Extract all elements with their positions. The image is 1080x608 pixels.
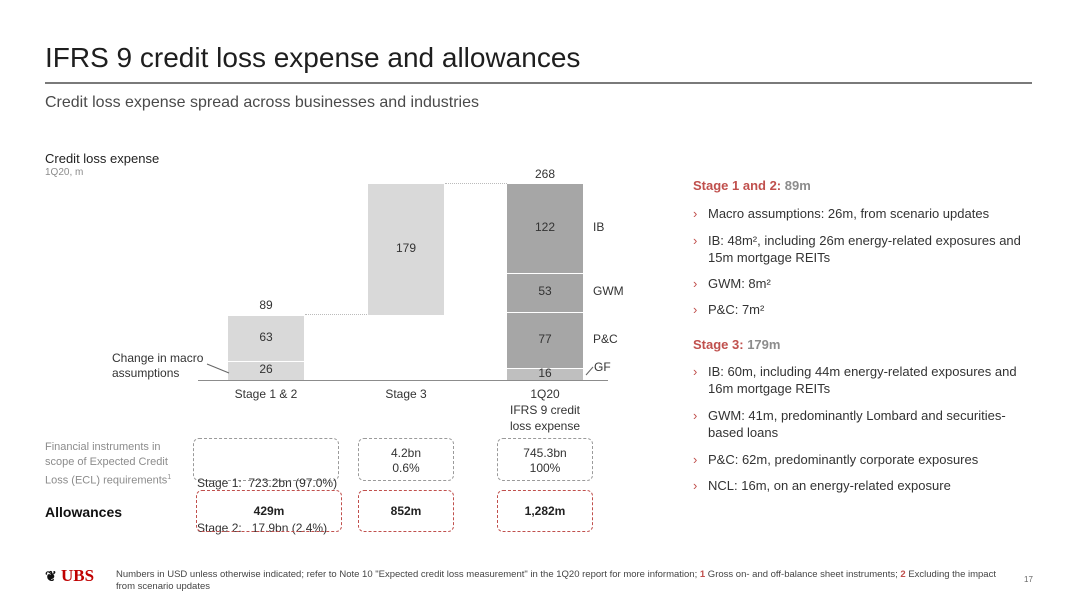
category-label-total-line2: IFRS 9 credit — [509, 403, 581, 417]
bar-value-label: 26 — [259, 362, 273, 377]
stage12-bullet-2: › IB: 48m², including 26m energy-related … — [693, 232, 1023, 266]
instruments-box-stage3: 4.2bn 0.6% — [358, 438, 454, 481]
footnote-text-2: Gross on- and off-balance sheet instrume… — [705, 569, 901, 580]
ubs-logo: ❦ UBS — [45, 566, 94, 586]
stage12-heading: Stage 1 and 2: 89m — [693, 178, 811, 193]
instruments-stage1: Stage 1: 723.2bn (97.0%) — [197, 476, 338, 490]
stage3-bullet-1: › IB: 60m, including 44m energy-related e… — [693, 363, 1023, 397]
bullet-text: IB: 48m², including 26m energy-related e… — [708, 233, 1021, 265]
connector-line-1 — [305, 314, 367, 315]
footnote: Numbers in USD unless otherwise indicate… — [116, 569, 1011, 593]
category-label-stage12: Stage 1 & 2 — [234, 387, 298, 401]
bullet-text: P&C: 62m, predominantly corporate exposu… — [708, 452, 979, 467]
instruments-label: Financial instruments in scope of Expect… — [45, 440, 185, 489]
bar-stage3 — [368, 183, 444, 315]
stage12-heading-label: Stage 1 and 2: — [693, 178, 782, 193]
chart-units: 1Q20, m — [45, 167, 84, 178]
connector-line-2 — [445, 183, 507, 184]
bar-value-label: 53 — [538, 284, 552, 299]
bullet-text: GWM: 8m² — [708, 276, 771, 291]
chevron-icon: › — [693, 206, 698, 221]
footnote-num-2: 2 — [900, 569, 906, 580]
stage12-heading-amount: 89m — [781, 178, 811, 193]
page-number: 17 — [1024, 575, 1033, 584]
stage12-total-label: 89 — [259, 298, 273, 312]
category-label-total-line3: loss expense — [509, 419, 581, 433]
change-macro-pointer — [206, 363, 230, 374]
chevron-icon: › — [693, 452, 698, 467]
bullet-text: GWM: 41m, predominantly Lombard and secu… — [708, 408, 1006, 440]
stage3-bullet-4: › NCL: 16m, on an energy-related exposure — [693, 477, 1023, 494]
stage12-bullet-4: › P&C: 7m² — [693, 301, 1023, 318]
footnote-text-3: Excluding the impact from scenario updat… — [116, 569, 996, 592]
chart-title: Credit loss expense — [45, 151, 160, 166]
bar-total-seg-ib — [507, 183, 583, 273]
footnote-marker: 1 — [167, 474, 172, 481]
bar-stage12-seg-2 — [228, 314, 304, 361]
page-subtitle: Credit loss expense spread across busine… — [45, 94, 480, 111]
footnote-num-1: 1 — [699, 569, 706, 580]
business-label-pc: P&C — [593, 331, 618, 346]
title-divider — [45, 82, 1032, 84]
stage3-heading-amount: 179m — [743, 337, 781, 352]
instruments-box-total: 745.3bn 100% — [497, 438, 593, 481]
stage3-bullet-3: › P&C: 62m, predominantly corporate expos… — [693, 451, 1023, 468]
instruments-stage3-pct: 0.6% — [392, 461, 420, 475]
chevron-icon: › — [693, 276, 698, 291]
page-title: IFRS 9 credit loss expense and allowance… — [45, 42, 581, 73]
stage12-bullet-1: › Macro assumptions: 26m, from scenario u… — [693, 205, 1023, 222]
chevron-icon: › — [693, 478, 698, 493]
instruments-label-line1: Financial instruments in — [45, 441, 161, 453]
category-label-stage3: Stage 3 — [385, 387, 427, 401]
bar-total-seg-gwm — [507, 272, 583, 312]
bar-value-label: 122 — [534, 219, 556, 234]
chevron-icon: › — [693, 233, 698, 248]
bullet-text: IB: 60m, including 44m energy-related ex… — [708, 364, 1017, 396]
stage3-heading: Stage 3: 179m — [693, 337, 780, 352]
chevron-icon: › — [693, 302, 698, 317]
allowances-label: Allowances — [45, 504, 123, 520]
chevron-icon: › — [693, 408, 698, 423]
change-macro-label: Change in macro assumptions — [112, 351, 203, 381]
instruments-total-amount: 745.3bn — [523, 446, 567, 460]
gf-pointer — [585, 366, 594, 376]
bar-total-seg-gf — [507, 368, 583, 380]
change-macro-line1: Change in macro — [112, 351, 204, 365]
allowances-total: 1,282m — [497, 490, 593, 532]
chevron-icon: › — [693, 364, 698, 379]
category-label-total-line1: 1Q20 — [530, 387, 560, 401]
category-label-total: 1Q20 IFRS 9 credit loss expense — [487, 386, 603, 434]
instruments-total-pct: 100% — [529, 461, 561, 475]
bullet-text: Macro assumptions: 26m, from scenario up… — [708, 206, 990, 221]
bullet-text: NCL: 16m, on an energy-related exposure — [708, 478, 951, 493]
bar-total-seg-pc — [507, 311, 583, 369]
stage3-bullet-2: › GWM: 41m, predominantly Lombard and sec… — [693, 407, 1023, 441]
bullet-text: P&C: 7m² — [708, 302, 765, 317]
stage3-heading-label: Stage 3: — [693, 337, 744, 352]
grand-total-label: 268 — [534, 167, 556, 181]
instruments-box-stage12: Stage 1: 723.2bn (97.0%) Stage 2: 17.9bn… — [193, 438, 339, 535]
chart-baseline — [198, 380, 608, 381]
allowances-stage3: 852m — [358, 490, 454, 532]
business-label-ib: IB — [593, 219, 605, 234]
instruments-label-line2: scope of Expected Credit — [45, 456, 168, 468]
keys-icon: ❦ — [45, 570, 57, 585]
bar-value-label: 63 — [259, 329, 273, 344]
business-label-gf: GF — [594, 360, 611, 374]
change-macro-line2: assumptions — [112, 366, 180, 380]
bar-value-label: 77 — [538, 331, 552, 346]
bar-stage12-seg-1 — [228, 360, 304, 380]
footnote-text-1: Numbers in USD unless otherwise indicate… — [116, 569, 700, 580]
logo-text: UBS — [60, 566, 95, 585]
bar-value-label: 179 — [395, 240, 417, 255]
business-label-gwm: GWM — [593, 284, 624, 299]
instruments-label-line3: Loss (ECL) requirements — [45, 474, 168, 487]
stage12-bullet-3: › GWM: 8m² — [693, 275, 1023, 292]
instruments-stage3-amount: 4.2bn — [390, 446, 422, 460]
allowances-stage12: 429m — [196, 490, 342, 532]
bar-value-label: 16 — [538, 366, 552, 380]
